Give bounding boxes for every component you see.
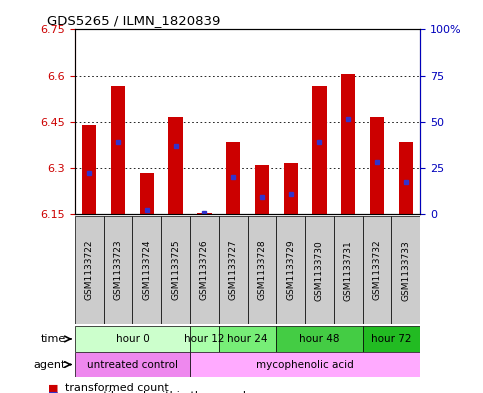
Text: hour 72: hour 72 [371, 334, 412, 344]
Text: GSM1133731: GSM1133731 [344, 240, 353, 301]
Text: GSM1133728: GSM1133728 [257, 240, 267, 301]
Text: hour 24: hour 24 [227, 334, 268, 344]
Bar [111, 86, 125, 214]
Text: GSM1133729: GSM1133729 [286, 240, 295, 301]
Text: hour 12: hour 12 [184, 334, 225, 344]
Text: agent: agent [34, 360, 66, 369]
Bar [75, 326, 190, 352]
Text: untreated control: untreated control [87, 360, 178, 369]
Bar [363, 326, 420, 352]
Text: ■: ■ [48, 383, 59, 393]
Bar [219, 326, 276, 352]
Bar [161, 216, 190, 324]
Text: GSM1133727: GSM1133727 [228, 240, 238, 301]
Text: GSM1133732: GSM1133732 [372, 240, 382, 301]
Bar [341, 74, 355, 214]
Bar [75, 216, 104, 324]
Bar [313, 86, 327, 214]
Text: transformed count: transformed count [65, 383, 169, 393]
Bar [190, 216, 219, 324]
Text: time: time [41, 334, 66, 344]
Bar [82, 125, 97, 214]
Bar [169, 117, 183, 214]
Text: GSM1133725: GSM1133725 [171, 240, 180, 301]
Text: GSM1133726: GSM1133726 [200, 240, 209, 301]
Bar [305, 216, 334, 324]
Bar [255, 165, 269, 214]
Text: GSM1133733: GSM1133733 [401, 240, 411, 301]
Text: GSM1133730: GSM1133730 [315, 240, 324, 301]
Bar [284, 163, 298, 214]
Bar [140, 173, 154, 214]
Bar [226, 142, 241, 214]
Bar [219, 216, 247, 324]
Text: hour 0: hour 0 [115, 334, 149, 344]
Bar [398, 142, 413, 214]
Bar [190, 326, 219, 352]
Bar [75, 352, 190, 377]
Bar [276, 326, 363, 352]
Bar [104, 216, 132, 324]
Bar [247, 216, 276, 324]
Bar [190, 352, 420, 377]
Bar [276, 216, 305, 324]
Text: ■: ■ [48, 391, 59, 393]
Bar [363, 216, 391, 324]
Bar [334, 216, 363, 324]
Text: GSM1133723: GSM1133723 [114, 240, 123, 301]
Bar [197, 213, 212, 214]
Bar [132, 216, 161, 324]
Text: percentile rank within the sample: percentile rank within the sample [65, 391, 253, 393]
Text: GSM1133724: GSM1133724 [142, 240, 151, 300]
Text: mycophenolic acid: mycophenolic acid [256, 360, 354, 369]
Text: GDS5265 / ILMN_1820839: GDS5265 / ILMN_1820839 [47, 14, 221, 27]
Bar [370, 117, 384, 214]
Text: hour 48: hour 48 [299, 334, 340, 344]
Bar [391, 216, 420, 324]
Text: GSM1133722: GSM1133722 [85, 240, 94, 300]
